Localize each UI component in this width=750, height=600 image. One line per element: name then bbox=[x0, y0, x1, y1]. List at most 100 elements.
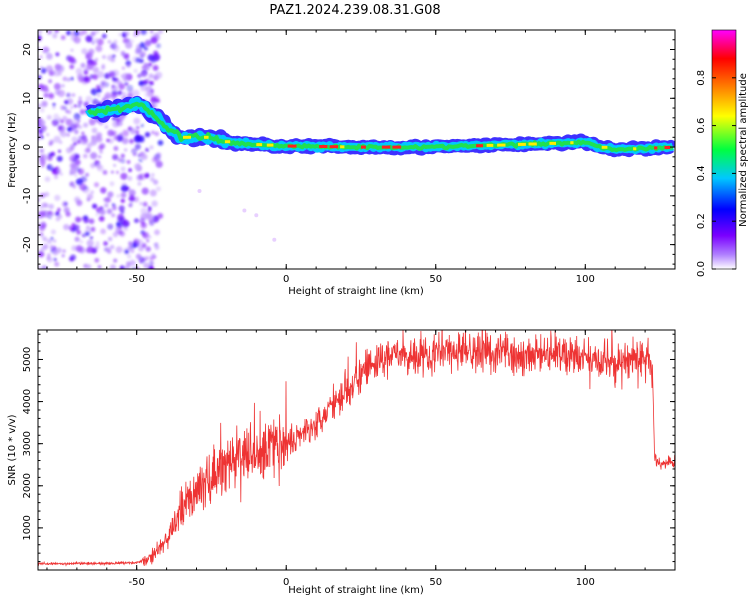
ridge-peak bbox=[266, 143, 274, 147]
noise-blob bbox=[112, 154, 119, 161]
noise-blob bbox=[143, 46, 149, 51]
noise-blob bbox=[60, 35, 66, 40]
noise-blob bbox=[57, 168, 62, 173]
noise-blob bbox=[53, 239, 57, 243]
noise-blob bbox=[62, 115, 68, 121]
colorbar-tick-label: 0.4 bbox=[696, 165, 707, 181]
ridge-peak bbox=[518, 142, 526, 146]
noise-blob bbox=[149, 255, 155, 261]
noise-blob bbox=[52, 103, 56, 107]
figure-title: PAZ1.2024.239.08.31.G08 bbox=[269, 3, 440, 18]
noise-blob bbox=[145, 78, 150, 82]
noise-blob bbox=[61, 84, 65, 88]
noise-blob bbox=[134, 163, 141, 170]
noise-blob bbox=[48, 203, 54, 210]
noise-blob bbox=[155, 71, 163, 79]
noise-blob bbox=[102, 55, 106, 59]
noise-blob bbox=[154, 229, 160, 236]
y-tick-label: 5000 bbox=[22, 347, 33, 372]
noise-blob bbox=[52, 33, 58, 39]
x-tick-label: 100 bbox=[576, 577, 595, 588]
noise-blob bbox=[59, 140, 63, 144]
noise-blob bbox=[57, 89, 65, 98]
noise-blob bbox=[70, 144, 75, 149]
noise-blob bbox=[132, 152, 137, 157]
noise-blob bbox=[41, 221, 46, 226]
y-tick-label: 20 bbox=[22, 43, 33, 56]
spectrogram-y-label: Frequency (Hz) bbox=[7, 112, 18, 188]
y-tick-label: 4000 bbox=[22, 389, 33, 414]
noise-blob bbox=[139, 53, 144, 58]
ridge-peak bbox=[633, 147, 637, 151]
noise-blob bbox=[112, 116, 116, 121]
noise-blob bbox=[112, 130, 117, 136]
noise-blob bbox=[39, 232, 44, 237]
x-tick-label: -50 bbox=[129, 274, 145, 285]
noise-blob bbox=[94, 257, 100, 263]
noise-blob bbox=[127, 126, 133, 132]
noise-blob bbox=[130, 39, 135, 43]
noise-blob bbox=[91, 41, 95, 45]
noise-blob bbox=[83, 149, 87, 153]
noise-blob bbox=[48, 92, 55, 99]
noise-blob bbox=[70, 77, 74, 81]
noise-blob bbox=[141, 71, 147, 78]
noise-blob bbox=[77, 104, 82, 108]
noise-blob bbox=[81, 131, 85, 135]
noise-blob bbox=[43, 203, 49, 208]
noise-blob bbox=[63, 224, 70, 231]
noise-blob bbox=[75, 159, 81, 166]
noise-blob bbox=[122, 66, 125, 70]
noise-blob bbox=[75, 224, 81, 230]
noise-blob bbox=[147, 62, 152, 67]
ridge-peak bbox=[654, 146, 658, 150]
noise-blob bbox=[51, 119, 60, 127]
noise-blob bbox=[79, 108, 86, 115]
noise-blob bbox=[107, 236, 113, 242]
noise-blob bbox=[78, 30, 84, 37]
noise-blob bbox=[135, 57, 141, 63]
noise-blob bbox=[77, 73, 84, 80]
noise-blob bbox=[107, 40, 111, 44]
noise-blob bbox=[85, 248, 91, 254]
noise-blob bbox=[120, 74, 125, 79]
ridge-peak bbox=[381, 145, 391, 149]
noise-blob bbox=[76, 199, 83, 207]
colorbar-axes: 0.0 0.2 0.4 0.6 0.8 bbox=[696, 70, 736, 277]
noise-blob bbox=[83, 70, 89, 75]
noise-blob bbox=[103, 95, 109, 101]
noise-blob bbox=[140, 30, 147, 35]
noise-blob bbox=[41, 265, 48, 269]
noise-blob bbox=[114, 45, 118, 49]
noise-blob bbox=[93, 182, 100, 188]
noise-blob bbox=[151, 173, 155, 177]
ridge-peak bbox=[319, 145, 328, 148]
noise-blob bbox=[125, 41, 133, 49]
noise-blob bbox=[140, 207, 148, 215]
noise-blob bbox=[44, 191, 50, 197]
y-tick-label: 3000 bbox=[22, 431, 33, 456]
noise-blob bbox=[143, 262, 150, 269]
noise-blob bbox=[40, 248, 45, 253]
snr-y-label: SNR (10 * v/v) bbox=[7, 414, 18, 485]
noise-blob bbox=[124, 81, 129, 86]
snr-data bbox=[38, 330, 675, 567]
noise-blob bbox=[129, 138, 134, 144]
ridge-peak bbox=[204, 135, 209, 139]
snr-frame bbox=[37, 329, 676, 571]
noise-blob bbox=[142, 201, 148, 207]
noise-blob bbox=[54, 261, 60, 267]
noise-blob bbox=[117, 90, 123, 96]
noise-blob bbox=[85, 52, 90, 57]
noise-blob bbox=[53, 83, 61, 90]
noise-blob bbox=[54, 194, 61, 201]
noise-blob bbox=[134, 118, 140, 124]
noise-blob bbox=[70, 106, 74, 109]
noise-blob bbox=[39, 107, 45, 113]
noise-blob bbox=[130, 248, 135, 254]
noise-blob bbox=[86, 62, 94, 70]
noise-blob bbox=[73, 36, 81, 44]
noise-blob bbox=[127, 176, 133, 181]
noise-blob bbox=[137, 181, 142, 186]
noise-blob bbox=[99, 209, 106, 216]
